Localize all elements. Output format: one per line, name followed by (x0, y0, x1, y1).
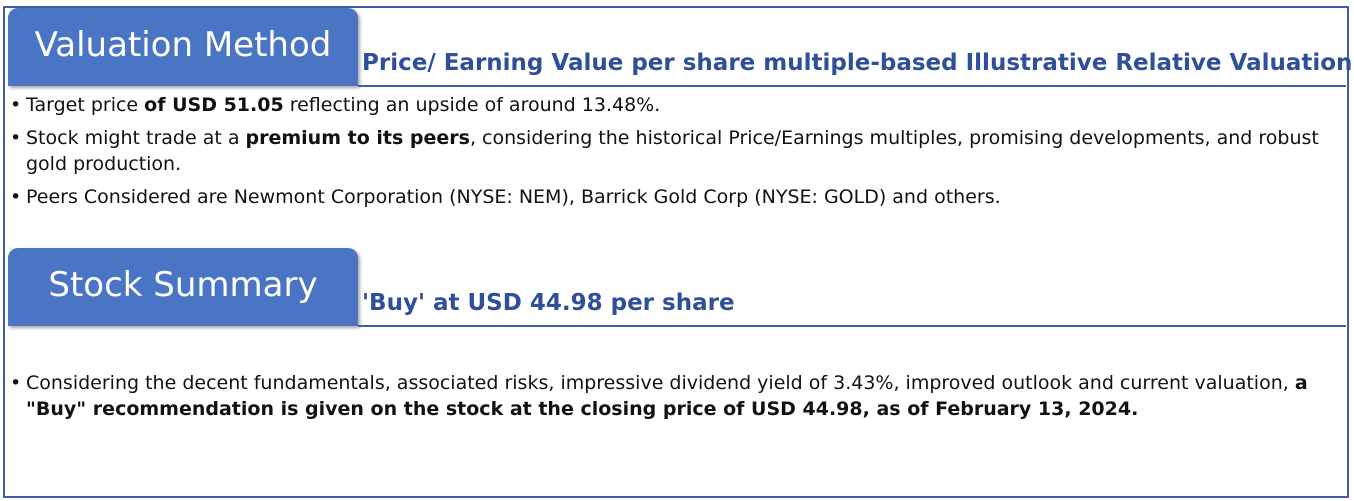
stock-summary-bullet-list: Considering the decent fundamentals, ass… (10, 370, 1330, 429)
valuation-divider (358, 85, 1346, 87)
stock-summary-tab: Stock Summary (8, 248, 358, 326)
stock-summary-subtitle: 'Buy' at USD 44.98 per share (362, 290, 735, 316)
valuation-subtitle: Price/ Earning Value per share multiple-… (362, 50, 1353, 76)
stock-summary-title: Stock Summary (48, 265, 318, 305)
content-frame (3, 6, 1349, 498)
valuation-bullet-peers: Peers Considered are Newmont Corporation… (10, 184, 1330, 210)
valuation-bullet-premium: Stock might trade at a premium to its pe… (10, 125, 1330, 177)
valuation-method-title: Valuation Method (34, 25, 332, 65)
stock-summary-divider (358, 325, 1346, 327)
stock-summary-bullet-recommendation: Considering the decent fundamentals, ass… (10, 370, 1330, 422)
valuation-bullet-target-price: Target price of USD 51.05 reflecting an … (10, 92, 1330, 118)
valuation-bullet-list: Target price of USD 51.05 reflecting an … (10, 92, 1330, 217)
valuation-method-tab: Valuation Method (8, 8, 358, 86)
